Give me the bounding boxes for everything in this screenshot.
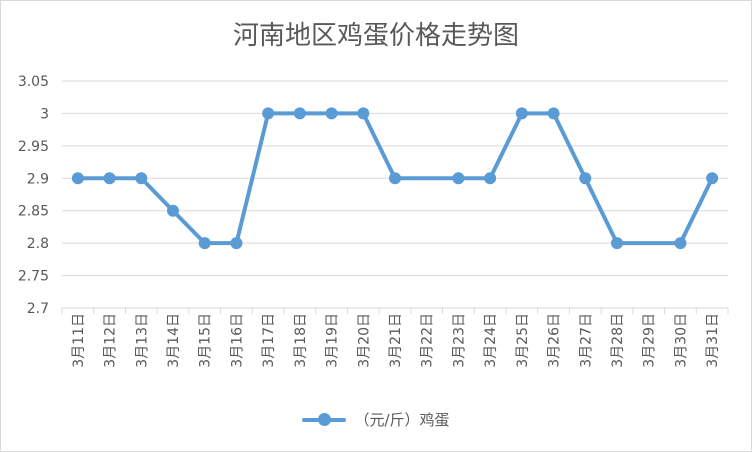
line-chart: 2.7 2.75 2.8 2.85 2.9 2.95 3 3.05 3月11日 3月12日 3月13…: [18, 74, 729, 368]
y-tick-label: 3.05: [18, 74, 49, 90]
y-tick-label: 2.85: [18, 204, 49, 220]
data-point: [611, 237, 623, 250]
y-tick-label: 2.7: [27, 301, 49, 317]
data-point: [135, 172, 148, 185]
x-tick-label: 3月29日: [642, 313, 658, 368]
data-point: [579, 172, 592, 185]
x-tick-label: 3月22日: [420, 313, 436, 368]
legend-series-line-icon: [302, 412, 347, 426]
x-tick-label: 3月30日: [673, 313, 689, 368]
x-tick-label: 3月13日: [134, 313, 150, 368]
legend-series-label: （元/斤）鸡蛋: [354, 411, 450, 429]
x-tick-label: 3月31日: [705, 313, 721, 368]
data-point: [103, 172, 116, 185]
data-point: [325, 107, 338, 120]
legend-marker-icon: [318, 412, 332, 426]
legend: （元/斤）鸡蛋: [1, 409, 751, 430]
data-point: [452, 172, 465, 185]
y-tick-label: 2.8: [27, 236, 49, 252]
data-point: [547, 107, 560, 120]
x-tick-label: 3月18日: [293, 313, 309, 368]
x-tick-label: 3月23日: [451, 313, 467, 368]
x-tick-label: 3月11日: [71, 313, 87, 368]
y-tick-label: 3: [40, 106, 49, 122]
data-point: [389, 172, 401, 185]
x-tick-label: 3月26日: [547, 313, 563, 368]
x-tick-label: 3月17日: [261, 313, 277, 368]
data-point: [357, 107, 370, 120]
x-tick-label: 3月15日: [198, 313, 214, 368]
data-point: [484, 172, 497, 185]
x-tick-label: 3月25日: [515, 313, 531, 368]
data-point: [262, 107, 275, 120]
x-tick-label: 3月12日: [103, 313, 119, 368]
data-point: [515, 107, 528, 120]
data-point: [198, 237, 211, 250]
data-point: [674, 237, 687, 250]
chart-title: 河南地区鸡蛋价格走势图: [232, 21, 519, 51]
data-point: [706, 172, 719, 185]
data-point: [230, 237, 243, 250]
x-tick-label: 3月16日: [229, 313, 245, 368]
x-tick-label: 3月21日: [388, 313, 404, 368]
y-tick-label: 2.9: [27, 171, 49, 187]
x-tick-label: 3月28日: [610, 313, 626, 368]
data-point: [71, 172, 84, 185]
y-tick-label: 2.95: [18, 139, 49, 155]
y-tick-label: 2.75: [18, 269, 49, 285]
data-point: [167, 204, 179, 217]
x-tick-label: 3月24日: [483, 313, 499, 368]
x-tick-label: 3月27日: [578, 313, 594, 368]
data-point: [293, 107, 306, 120]
x-tick-label: 3月20日: [356, 313, 372, 368]
x-tick-label: 3月19日: [325, 313, 341, 368]
x-tick-label: 3月14日: [166, 313, 182, 368]
